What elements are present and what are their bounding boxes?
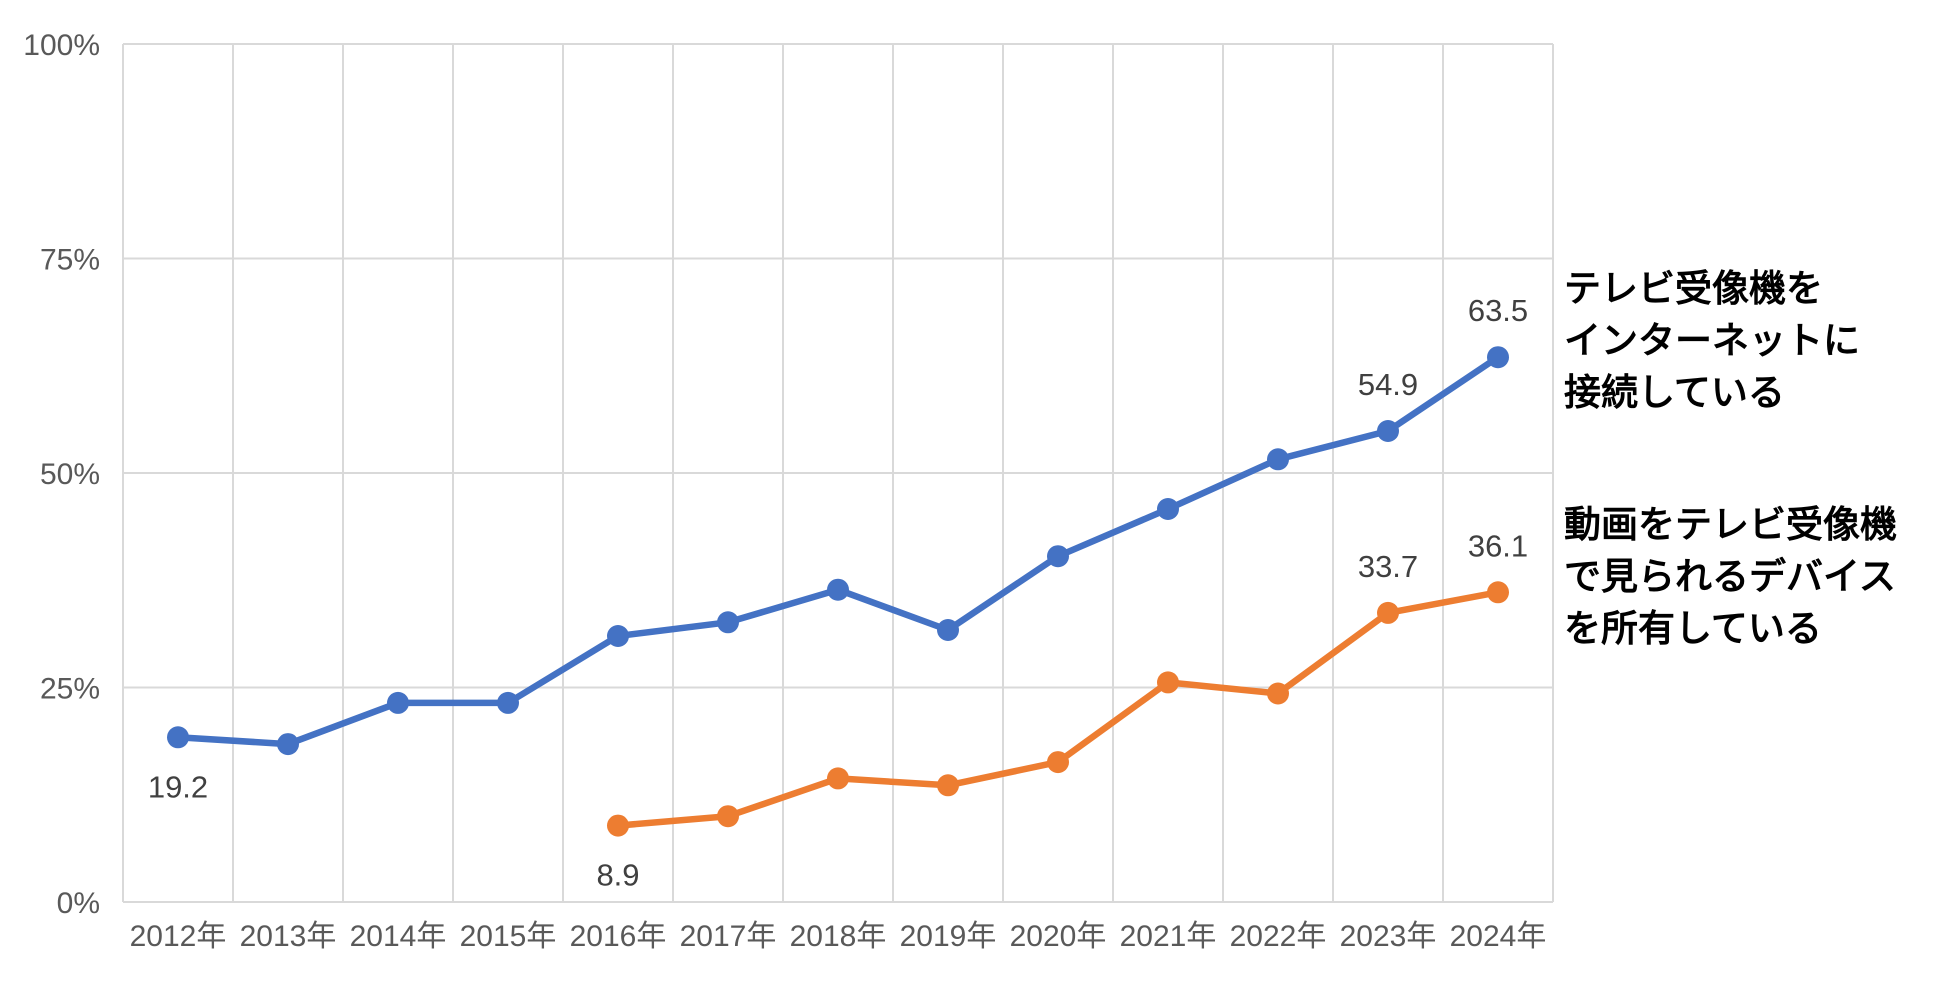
data-point-label: 36.1	[1468, 528, 1528, 563]
data-point-label: 63.5	[1468, 293, 1528, 328]
annotation-line: テレビ受像機を	[1564, 268, 1823, 309]
x-axis-tick-label: 2019年	[900, 920, 997, 953]
data-point-video-capable-device-owned	[1487, 581, 1509, 604]
x-axis-tick-label: 2023年	[1340, 920, 1437, 953]
x-axis-tick-label: 2024年	[1450, 920, 1547, 953]
data-point-label: 33.7	[1358, 549, 1418, 584]
x-axis-tick-label: 2015年	[460, 920, 557, 953]
data-point-tv-connected-to-internet	[717, 611, 739, 634]
y-axis-tick-label: 75%	[40, 244, 100, 277]
data-point-video-capable-device-owned	[937, 774, 959, 797]
data-point-tv-connected-to-internet	[937, 619, 959, 641]
data-point-video-capable-device-owned	[1267, 682, 1289, 705]
series-line-video-capable-device-owned	[614, 589, 1502, 829]
data-point-label: 54.9	[1358, 367, 1418, 402]
annotation-line: を所有している	[1564, 608, 1822, 649]
data-point-tv-connected-to-internet	[1157, 498, 1179, 520]
data-point-tv-connected-to-internet	[277, 733, 299, 756]
x-axis-tick-label: 2013年	[240, 920, 337, 953]
annotation-line: インターネットに	[1564, 320, 1860, 361]
data-point-video-capable-device-owned	[1047, 751, 1069, 774]
x-axis-tick-label: 2016年	[570, 920, 667, 953]
series-line-tv-connected-to-internet	[174, 353, 1502, 748]
data-point-video-capable-device-owned	[607, 814, 629, 837]
data-point-tv-connected-to-internet	[1487, 346, 1509, 369]
y-axis-tick-label: 100%	[23, 29, 100, 62]
series-annotation-tv-connected-to-internet: テレビ受像機を インターネットに 接続している	[1564, 263, 1860, 419]
data-point-tv-connected-to-internet	[167, 726, 189, 749]
data-point-tv-connected-to-internet	[1377, 420, 1399, 442]
data-point-tv-connected-to-internet	[1267, 448, 1289, 471]
x-axis-tick-label: 2021年	[1120, 920, 1217, 953]
data-point-video-capable-device-owned	[1377, 601, 1399, 624]
y-axis-tick-label: 50%	[40, 458, 100, 491]
series-annotation-video-capable-device-owned: 動画をテレビ受像機 で見られるデバイス を所有している	[1564, 499, 1897, 655]
data-point-video-capable-device-owned	[827, 767, 849, 790]
x-axis-tick-label: 2022年	[1230, 920, 1327, 953]
data-point-label: 8.9	[596, 858, 639, 893]
data-point-tv-connected-to-internet	[607, 625, 629, 647]
x-axis-tick-label: 2014年	[350, 920, 447, 953]
data-point-tv-connected-to-internet	[387, 691, 409, 714]
y-axis-tick-label: 25%	[40, 673, 100, 706]
x-axis-tick-label: 2012年	[130, 920, 227, 953]
data-point-video-capable-device-owned	[1157, 671, 1179, 694]
x-axis-tick-label: 2017年	[680, 920, 777, 953]
data-point-tv-connected-to-internet	[827, 578, 849, 601]
annotation-line: で見られるデバイス	[1564, 556, 1896, 597]
data-point-tv-connected-to-internet	[497, 691, 519, 714]
data-point-label: 19.2	[148, 769, 208, 804]
x-axis-tick-label: 2020年	[1010, 920, 1107, 953]
x-axis-tick-label: 2018年	[790, 920, 887, 953]
data-point-video-capable-device-owned	[717, 805, 739, 828]
y-axis-tick-label: 0%	[57, 887, 100, 920]
annotation-line: 動画をテレビ受像機	[1564, 504, 1897, 545]
annotation-line: 接続している	[1564, 372, 1785, 413]
data-point-tv-connected-to-internet	[1047, 545, 1069, 568]
